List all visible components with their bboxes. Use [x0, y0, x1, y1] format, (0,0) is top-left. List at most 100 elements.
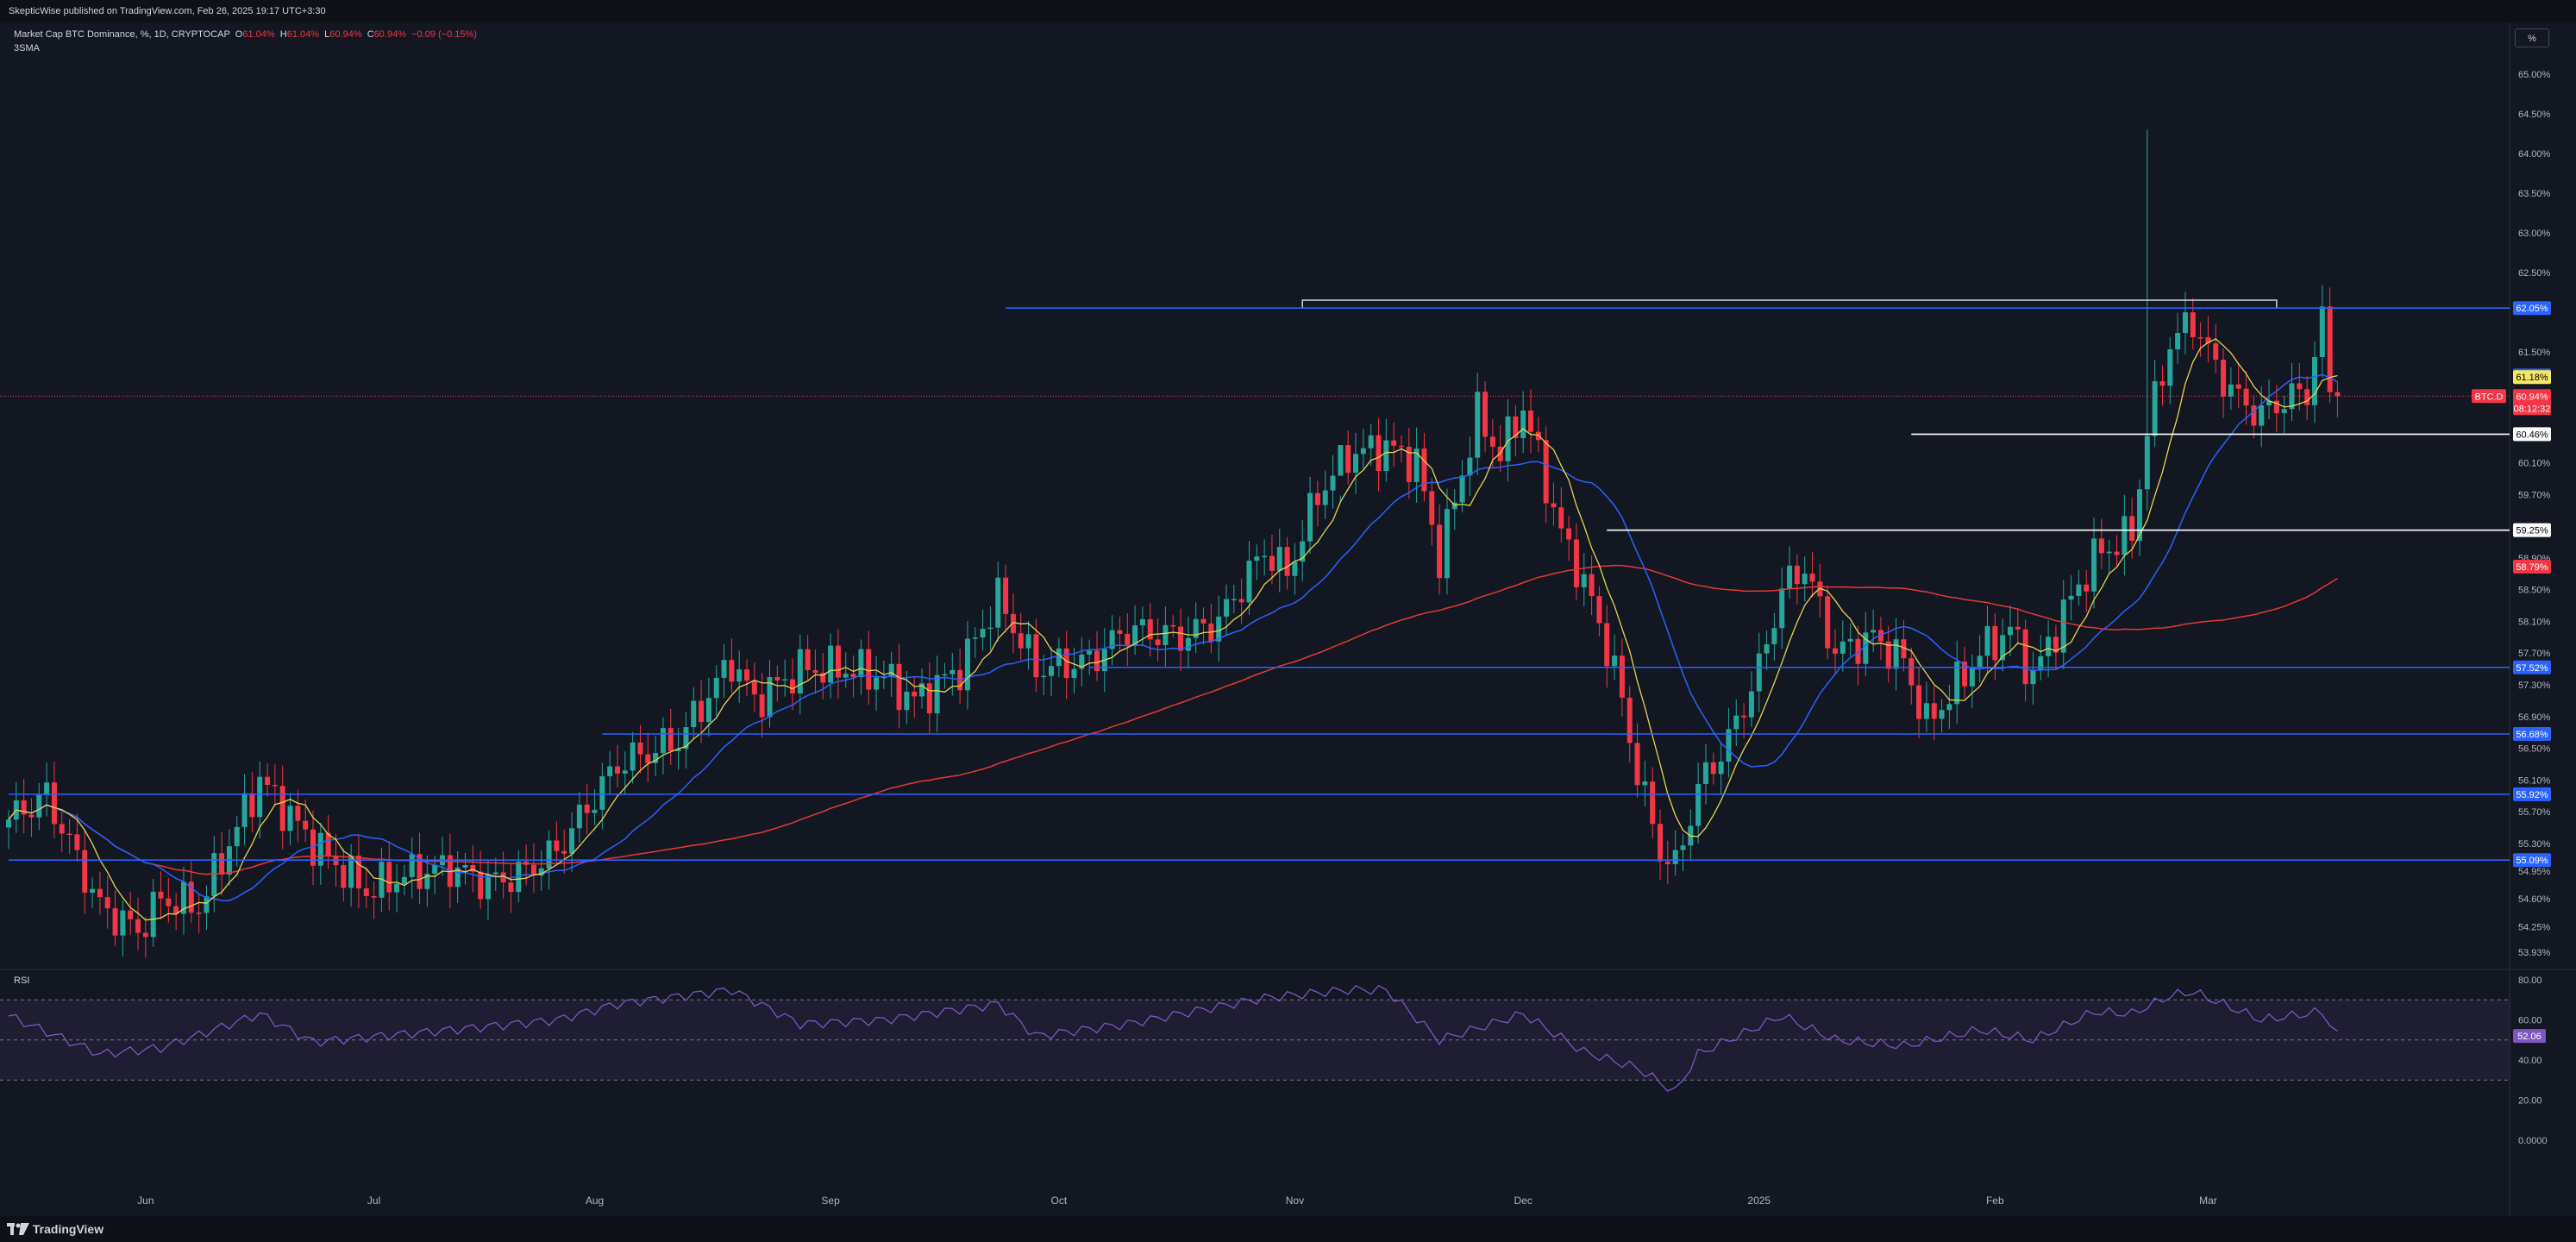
candle-body	[972, 637, 978, 639]
y-tick-label: 60.10%	[2518, 459, 2551, 469]
y-tick-label: 58.10%	[2518, 617, 2551, 627]
candle-body	[1238, 599, 1244, 603]
candle-body	[128, 910, 134, 919]
candle-body	[1650, 781, 1656, 825]
rsi-tick-label: 80.00	[2518, 975, 2542, 986]
price-badge	[2513, 559, 2551, 574]
candle-body	[2221, 360, 2227, 397]
candle-body	[1178, 626, 1184, 651]
candle-body	[1551, 503, 1557, 508]
candle-body	[188, 881, 194, 913]
level-price-label: 55.09%	[2516, 856, 2548, 866]
price-chart[interactable]: 65.00% 64.50% 64.00% 63.50% 63.00% 62.50% 61.5…	[0, 22, 2576, 1216]
candle-body	[249, 793, 255, 818]
candle-body	[409, 854, 415, 877]
candle-body	[1079, 654, 1085, 669]
candle-body	[1049, 666, 1055, 676]
candle-body	[1634, 743, 1640, 786]
candle-body	[1833, 648, 1838, 654]
candle-body	[1139, 618, 1145, 626]
candle-body	[424, 873, 430, 889]
candle-body	[554, 840, 560, 851]
candle-body	[417, 854, 423, 889]
candle-body	[1528, 410, 1533, 432]
candle-body	[1489, 436, 1495, 447]
candle-body	[36, 794, 42, 818]
candle-body	[1117, 630, 1123, 634]
candle-body	[135, 919, 141, 933]
candle-body	[166, 898, 172, 906]
candle-body	[1741, 715, 1747, 718]
candle-body	[1307, 492, 1313, 542]
footer-brand: TradingView	[32, 1222, 104, 1236]
candle-body	[1825, 596, 1831, 649]
candle-body	[1056, 648, 1062, 667]
candle-body	[2137, 489, 2142, 542]
candle-body	[1185, 637, 1191, 651]
y-tick-label: 63.50%	[2518, 189, 2551, 199]
candle-body	[1497, 446, 1503, 461]
candle-body	[2228, 384, 2234, 397]
candle-body	[59, 824, 65, 834]
candle-body	[303, 820, 309, 830]
candle-body	[462, 864, 468, 868]
candle-body	[150, 891, 156, 938]
level-price-badge	[2513, 523, 2551, 537]
candle-body	[158, 891, 164, 899]
footer-bar: TradingView	[0, 1216, 2576, 1242]
candle-body	[272, 785, 278, 787]
candle-body	[912, 692, 918, 697]
candle-body	[2060, 599, 2066, 653]
candle-body	[1025, 634, 1031, 649]
candle-body	[1612, 656, 1618, 667]
candle-body	[1513, 416, 1519, 438]
rsi-value-label: 52.06	[2517, 1032, 2542, 1042]
level-price-label: 59.25%	[2516, 526, 2548, 536]
x-tick-label: 2025	[1747, 1195, 1771, 1207]
candle-body	[1969, 668, 1975, 687]
y-tick-label: 65.00%	[2518, 70, 2551, 80]
countdown-label: 08:12:32	[2514, 404, 2551, 414]
candle-body	[1992, 625, 1998, 661]
candle-body	[1908, 658, 1915, 686]
candle-body	[1664, 861, 1670, 864]
candle-body	[66, 833, 72, 836]
candle-body	[2030, 669, 2036, 685]
candle-body	[234, 826, 240, 847]
symbol-badge	[2472, 389, 2506, 404]
legend-o-label: O	[235, 29, 243, 40]
candle-body	[1589, 574, 1595, 597]
candle-body	[1771, 628, 1777, 644]
candle-body	[1193, 618, 1199, 638]
candle-body	[2304, 389, 2310, 405]
candle-body	[363, 888, 369, 897]
candle-body	[120, 910, 126, 936]
candle-body	[660, 728, 666, 754]
candle-body	[1535, 431, 1541, 441]
candle-body	[2046, 637, 2052, 656]
candle-body	[1482, 392, 1489, 437]
candle-body	[1672, 850, 1678, 864]
y-tick-label: 55.30%	[2518, 839, 2551, 850]
price-badge	[2513, 370, 2551, 385]
candle-body	[1018, 633, 1024, 649]
candle-body	[2122, 516, 2128, 555]
candle-body	[2266, 400, 2272, 405]
candle-body	[196, 913, 202, 914]
candle-body	[789, 679, 795, 693]
candle-body	[2007, 626, 2013, 636]
y-tick-label: 64.50%	[2518, 110, 2551, 120]
percent-scale-button[interactable]: %	[2515, 28, 2549, 47]
candle-body	[257, 776, 263, 818]
legend-indicator: 3SMA	[14, 43, 40, 53]
candle-body	[325, 832, 331, 856]
candle-body	[1155, 639, 1161, 645]
candle-body	[2251, 405, 2257, 426]
chart-background	[0, 22, 2576, 1216]
candle-body	[995, 577, 1001, 628]
candle-body	[470, 864, 476, 872]
rsi-tick-label: 60.00	[2518, 1016, 2542, 1026]
candle-body	[1695, 784, 1702, 826]
candle-body	[2235, 384, 2241, 389]
candle-body	[454, 867, 461, 888]
